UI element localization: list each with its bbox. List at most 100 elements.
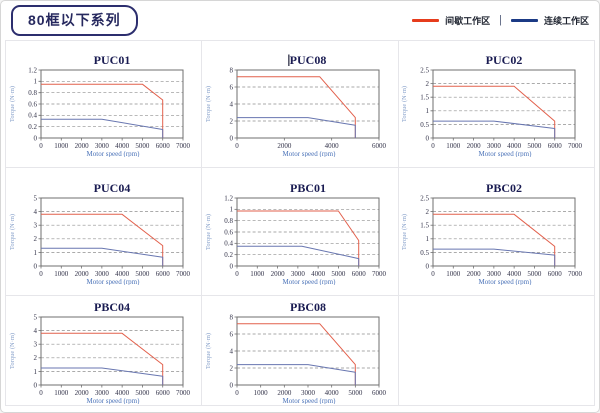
x-axis-label: Motor speed (rpm) [86, 150, 140, 157]
x-tick-label: 1000 [54, 142, 69, 150]
x-tick-label: 2000 [277, 389, 292, 397]
x-tick-label: 5000 [135, 142, 150, 150]
x-tick-label: 7000 [568, 142, 583, 150]
x-tick-label: 6000 [548, 270, 563, 278]
x-tick-label: 3000 [487, 270, 502, 278]
y-tick-label: 8 [229, 313, 233, 321]
plot-border [432, 69, 576, 139]
y-tick-label: 0.6 [224, 228, 233, 236]
y-axis-label: Torque (N·m) [9, 213, 16, 249]
y-tick-label: 1 [426, 235, 430, 243]
continuous-line-swatch [510, 18, 538, 22]
y-axis-label: Torque (N·m) [205, 86, 212, 122]
y-axis-label: Torque (N·m) [9, 332, 16, 368]
x-tick-label: 0 [432, 142, 436, 150]
x-tick-label: 2000 [467, 142, 482, 150]
legend-separator: | [499, 13, 502, 26]
x-tick-label: 1000 [254, 389, 269, 397]
chart-PUC08: 0 2 4 6 8 0 2000 4000 6000 PUC08 Motor speed (rpm)… [205, 53, 387, 157]
chart-PBC01: 0 0.2 0.4 0.6 0.8 1 1.2 0 1000 2000 3000 4000 5000 60… [205, 181, 387, 285]
chart-PUC01: 0 0.2 0.4 0.6 0.8 1 1.2 0 1000 2000 3000 4000 5000 60… [9, 53, 191, 157]
y-tick-label: 0.8 [28, 89, 37, 97]
x-tick-label: 3000 [301, 389, 316, 397]
y-tick-label: 0 [426, 262, 430, 270]
y-tick-label: 2.5 [421, 194, 430, 202]
x-tick-label: 4000 [325, 389, 340, 397]
chart-cell-PUC04: 0 1 2 3 4 5 0 1000 2000 3000 4000 5000 6000 7000 PUC04… [6, 168, 202, 295]
y-tick-label: 0.2 [224, 251, 233, 259]
chart-PBC04: 0 1 2 3 4 5 0 1000 2000 3000 4000 5000 6000 7000 PBC04… [9, 300, 191, 404]
y-tick-label: 1.2 [224, 194, 233, 202]
y-tick-label: 1 [33, 367, 37, 375]
x-tick-label: 5000 [348, 389, 363, 397]
legend-item-intermittent: 间歇工作区 [412, 14, 490, 27]
intermittent-zone-line [236, 322, 356, 385]
x-tick-label: 7000 [176, 270, 191, 278]
y-tick-label: 0.2 [28, 123, 37, 131]
x-tick-label: 2000 [74, 142, 89, 150]
y-tick-label: 3 [33, 221, 37, 229]
x-tick-label: 3000 [95, 389, 110, 397]
x-tick-label: 7000 [568, 270, 583, 278]
chart-PUC02: 0 0.5 1 1.5 2 2.5 0 1000 2000 3000 4000 5000 6000 700… [401, 53, 583, 157]
y-tick-label: 8 [229, 66, 233, 74]
x-tick-label: 6000 [372, 142, 387, 150]
intermittent-zone-line [40, 332, 163, 385]
y-tick-label: 0.8 [224, 217, 233, 225]
y-tick-label: 3 [33, 340, 37, 348]
continuous-zone-line [40, 247, 163, 266]
y-tick-label: 4 [229, 347, 233, 355]
x-tick-label: 5000 [331, 270, 346, 278]
chart-cell-PUC08: 0 2 4 6 8 0 2000 4000 6000 PUC08 Motor speed (rpm)… [202, 41, 398, 167]
intermittent-zone-line [236, 210, 360, 266]
x-axis-label: Motor speed (rpm) [283, 397, 337, 404]
chart-PBC08: 0 2 4 6 8 0 1000 2000 3000 4000 5000 6000 PBC08 Motor… [205, 300, 387, 404]
page-title: 80框以下系列 [11, 4, 138, 36]
x-axis-label: Motor speed (rpm) [479, 278, 533, 285]
x-axis-label: Motor speed (rpm) [86, 397, 140, 404]
page-header: 80框以下系列 间歇工作区 | 连续工作区 [1, 1, 599, 39]
x-tick-label: 4000 [325, 142, 340, 150]
chart-cell-PBC08: 0 2 4 6 8 0 1000 2000 3000 4000 5000 6000 PBC08 Motor… [202, 296, 398, 405]
x-tick-label: 0 [235, 142, 239, 150]
plot-border [40, 197, 184, 266]
x-tick-label: 4000 [507, 142, 522, 150]
continuous-zone-line [236, 363, 356, 385]
chart-title: PUC02 [486, 53, 523, 67]
y-tick-label: 2 [426, 80, 430, 88]
y-tick-label: 0 [33, 134, 37, 142]
y-tick-label: 0 [426, 134, 430, 142]
y-tick-label: 5 [33, 313, 37, 321]
x-tick-label: 0 [432, 270, 436, 278]
x-tick-label: 4000 [115, 142, 130, 150]
y-tick-label: 2 [33, 235, 37, 243]
x-tick-label: 3000 [487, 142, 502, 150]
chart-cell-PBC04: 0 1 2 3 4 5 0 1000 2000 3000 4000 5000 6000 7000 PBC04… [6, 296, 202, 405]
continuous-zone-line [236, 117, 356, 138]
x-tick-label: 1000 [447, 270, 462, 278]
y-tick-label: 2.5 [421, 66, 430, 74]
x-tick-label: 4000 [115, 389, 130, 397]
x-tick-label: 0 [39, 389, 43, 397]
y-tick-label: 2 [33, 354, 37, 362]
y-tick-label: 0 [229, 262, 233, 270]
intermittent-zone-line [433, 85, 556, 138]
x-tick-label: 6000 [155, 389, 170, 397]
chart-title: PUC04 [93, 181, 130, 195]
y-tick-label: 4 [229, 100, 233, 108]
x-tick-label: 4000 [115, 270, 130, 278]
y-tick-label: 1 [33, 248, 37, 256]
continuous-zone-line [40, 367, 163, 385]
x-tick-label: 1000 [54, 270, 69, 278]
x-tick-label: 5000 [528, 142, 543, 150]
x-tick-label: 1000 [250, 270, 265, 278]
x-tick-label: 0 [235, 389, 239, 397]
x-tick-label: 7000 [176, 142, 191, 150]
intermittent-zone-line [236, 76, 356, 138]
x-tick-label: 5000 [528, 270, 543, 278]
y-axis-label: Torque (N·m) [401, 86, 408, 122]
x-axis-label: Motor speed (rpm) [283, 278, 337, 285]
y-tick-label: 2 [229, 364, 233, 372]
y-axis-label: Torque (N·m) [9, 86, 16, 122]
